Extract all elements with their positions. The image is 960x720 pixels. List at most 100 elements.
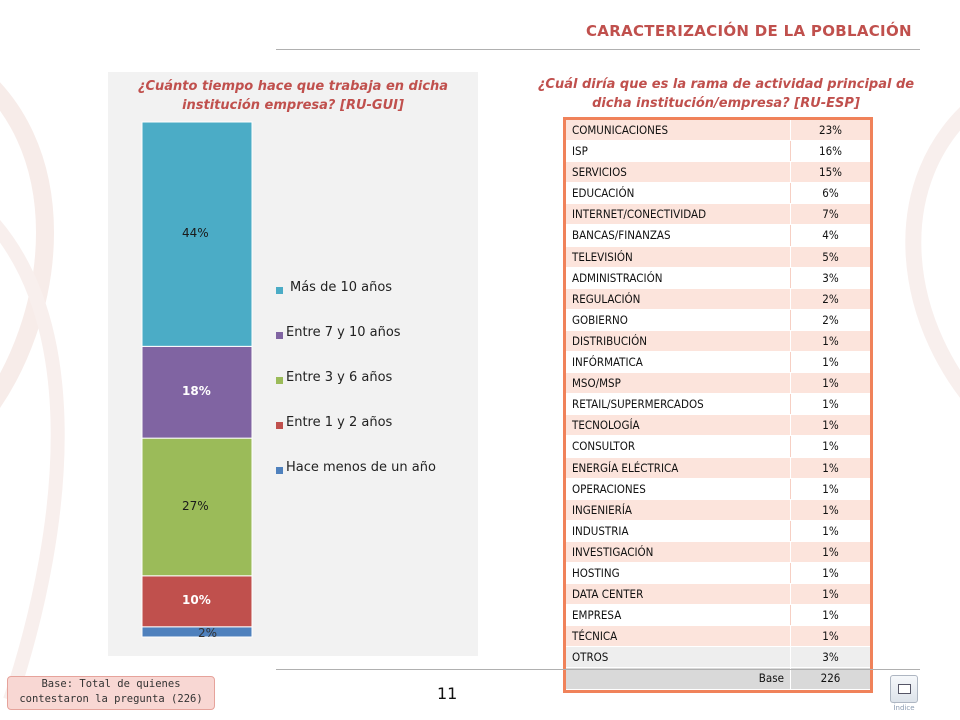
row-value: 1%: [822, 587, 839, 602]
table-row: REGULACIÓN 2%: [566, 288, 870, 310]
row-label: GOBIERNO: [566, 309, 791, 330]
base-note-line1: Base: Total de quienes: [41, 678, 181, 690]
legend-swatch: [276, 377, 283, 384]
legend-label: Más de 10 años: [290, 280, 393, 295]
index-button[interactable]: [890, 675, 918, 703]
row-label: SERVICIOS: [566, 162, 791, 183]
table-row: EDUCACIÓN 6%: [566, 183, 870, 205]
row-label: HOSTING: [566, 562, 791, 584]
row-value: 3%: [822, 650, 839, 665]
row-value: 1%: [822, 544, 839, 559]
table-row: INVESTIGACIÓN 1%: [566, 541, 870, 563]
table-row: INDUSTRIA 1%: [566, 520, 870, 542]
row-value: 1%: [822, 397, 839, 412]
legend-item: Entre 1 y 2 años: [276, 415, 476, 437]
row-value: 1%: [822, 376, 839, 391]
row-value: 1%: [822, 355, 839, 370]
table-row: OPERACIONES 1%: [566, 478, 870, 500]
table-row: INGENIERÍA 1%: [566, 499, 870, 521]
table-row: INFÓRMATICA 1%: [566, 352, 870, 374]
legend-label: Hace menos de un año: [286, 460, 436, 475]
bar-segment: [141, 626, 253, 638]
header-divider: [276, 49, 920, 50]
row-value: 1%: [822, 629, 839, 644]
page-title: CARACTERIZACIÓN DE LA POBLACIÓN: [586, 22, 912, 40]
table-row: OTROS 3%: [566, 647, 870, 669]
row-label: INDUSTRIA: [566, 520, 791, 541]
legend-label: Entre 1 y 2 años: [286, 415, 393, 430]
legend-item: Hace menos de un año: [276, 460, 476, 482]
row-value: 1%: [822, 439, 839, 454]
row-label: ENERGÍA ELÉCTRICA: [566, 457, 791, 478]
table-row: INTERNET/CONECTIVIDAD 7%: [566, 204, 870, 226]
legend-swatch: [276, 287, 283, 294]
row-label: DISTRIBUCIÓN: [566, 330, 791, 352]
row-value: 1%: [822, 418, 839, 433]
row-label: EDUCACIÓN: [566, 183, 791, 204]
row-label: DATA CENTER: [566, 584, 791, 605]
table-row: DISTRIBUCIÓN 1%: [566, 330, 870, 353]
bar-data-label: 18%: [182, 384, 211, 399]
bar-data-label: 10%: [182, 593, 211, 608]
row-label: RETAIL/SUPERMERCADOS: [566, 394, 791, 415]
row-label: COMUNICACIONES: [566, 120, 791, 141]
row-value: 1%: [822, 481, 839, 496]
legend-swatch: [276, 467, 283, 474]
legend-swatch: [276, 422, 283, 429]
row-value: 5%: [822, 249, 839, 264]
page-number: 11: [437, 684, 458, 703]
bar-data-label: 27%: [182, 498, 209, 513]
row-label: ISP: [566, 141, 791, 162]
row-label: REGULACIÓN: [566, 288, 791, 309]
row-value: 2%: [822, 312, 839, 327]
legend-label: Entre 3 y 6 años: [286, 370, 393, 385]
row-value: 15%: [819, 165, 842, 180]
base-value: 226: [820, 671, 841, 686]
left-question-title: ¿Cuánto tiempo hace que trabaja en dicha…: [137, 79, 449, 113]
table-row: ISP 16%: [566, 141, 870, 163]
activity-table: COMUNICACIONES 23% ISP 16% SERVICIOS 15% EDUCA…: [563, 117, 873, 693]
bar-data-label: 2%: [198, 625, 218, 640]
row-label: TÉCNICA: [566, 626, 791, 647]
row-value: 2%: [822, 291, 839, 306]
index-icon: [898, 684, 911, 694]
row-label: INVESTIGACIÓN: [566, 541, 791, 562]
row-label: ADMINISTRACIÓN: [566, 267, 791, 288]
table-row: MSO/MSP 1%: [566, 373, 870, 395]
table-base-row: Base 226: [566, 668, 870, 690]
row-label: TECNOLOGÍA: [566, 415, 791, 436]
row-label: EMPRESA: [566, 605, 791, 626]
row-value: 1%: [822, 565, 839, 580]
row-label: INFÓRMATICA: [566, 352, 791, 373]
row-label: MSO/MSP: [566, 373, 791, 394]
base-note: Base: Total de quienes contestaron la pr…: [7, 676, 215, 710]
row-value: 1%: [822, 460, 839, 475]
row-value: 23%: [819, 123, 842, 137]
row-value: 3%: [822, 270, 839, 285]
index-label[interactable]: Índice: [893, 704, 915, 712]
table-row: TECNOLOGÍA 1%: [566, 415, 870, 437]
table-row: ENERGÍA ELÉCTRICA 1%: [566, 457, 870, 479]
row-label: OTROS: [566, 647, 791, 668]
table-row: DATA CENTER 1%: [566, 584, 870, 606]
legend-swatch: [276, 332, 283, 339]
row-value: 1%: [822, 333, 839, 348]
row-value: 1%: [822, 502, 839, 517]
row-label: CONSULTOR: [566, 436, 791, 457]
table-row: HOSTING 1%: [566, 562, 870, 585]
table-row: COMUNICACIONES 23%: [566, 120, 870, 142]
row-label: INGENIERÍA: [566, 499, 791, 520]
base-note-line2: contestaron la pregunta (226): [19, 693, 203, 705]
table-row: BANCAS/FINANZAS 4%: [566, 225, 870, 247]
row-label: OPERACIONES: [566, 478, 791, 499]
table-row: EMPRESA 1%: [566, 605, 870, 627]
row-value: 6%: [822, 186, 839, 201]
table-row: SERVICIOS 15%: [566, 162, 870, 184]
legend-item: Entre 7 y 10 años: [276, 325, 476, 347]
row-label: BANCAS/FINANZAS: [566, 225, 791, 246]
row-value: 1%: [822, 608, 839, 623]
row-value: 7%: [822, 207, 839, 222]
legend-item: Entre 3 y 6 años: [276, 370, 476, 392]
